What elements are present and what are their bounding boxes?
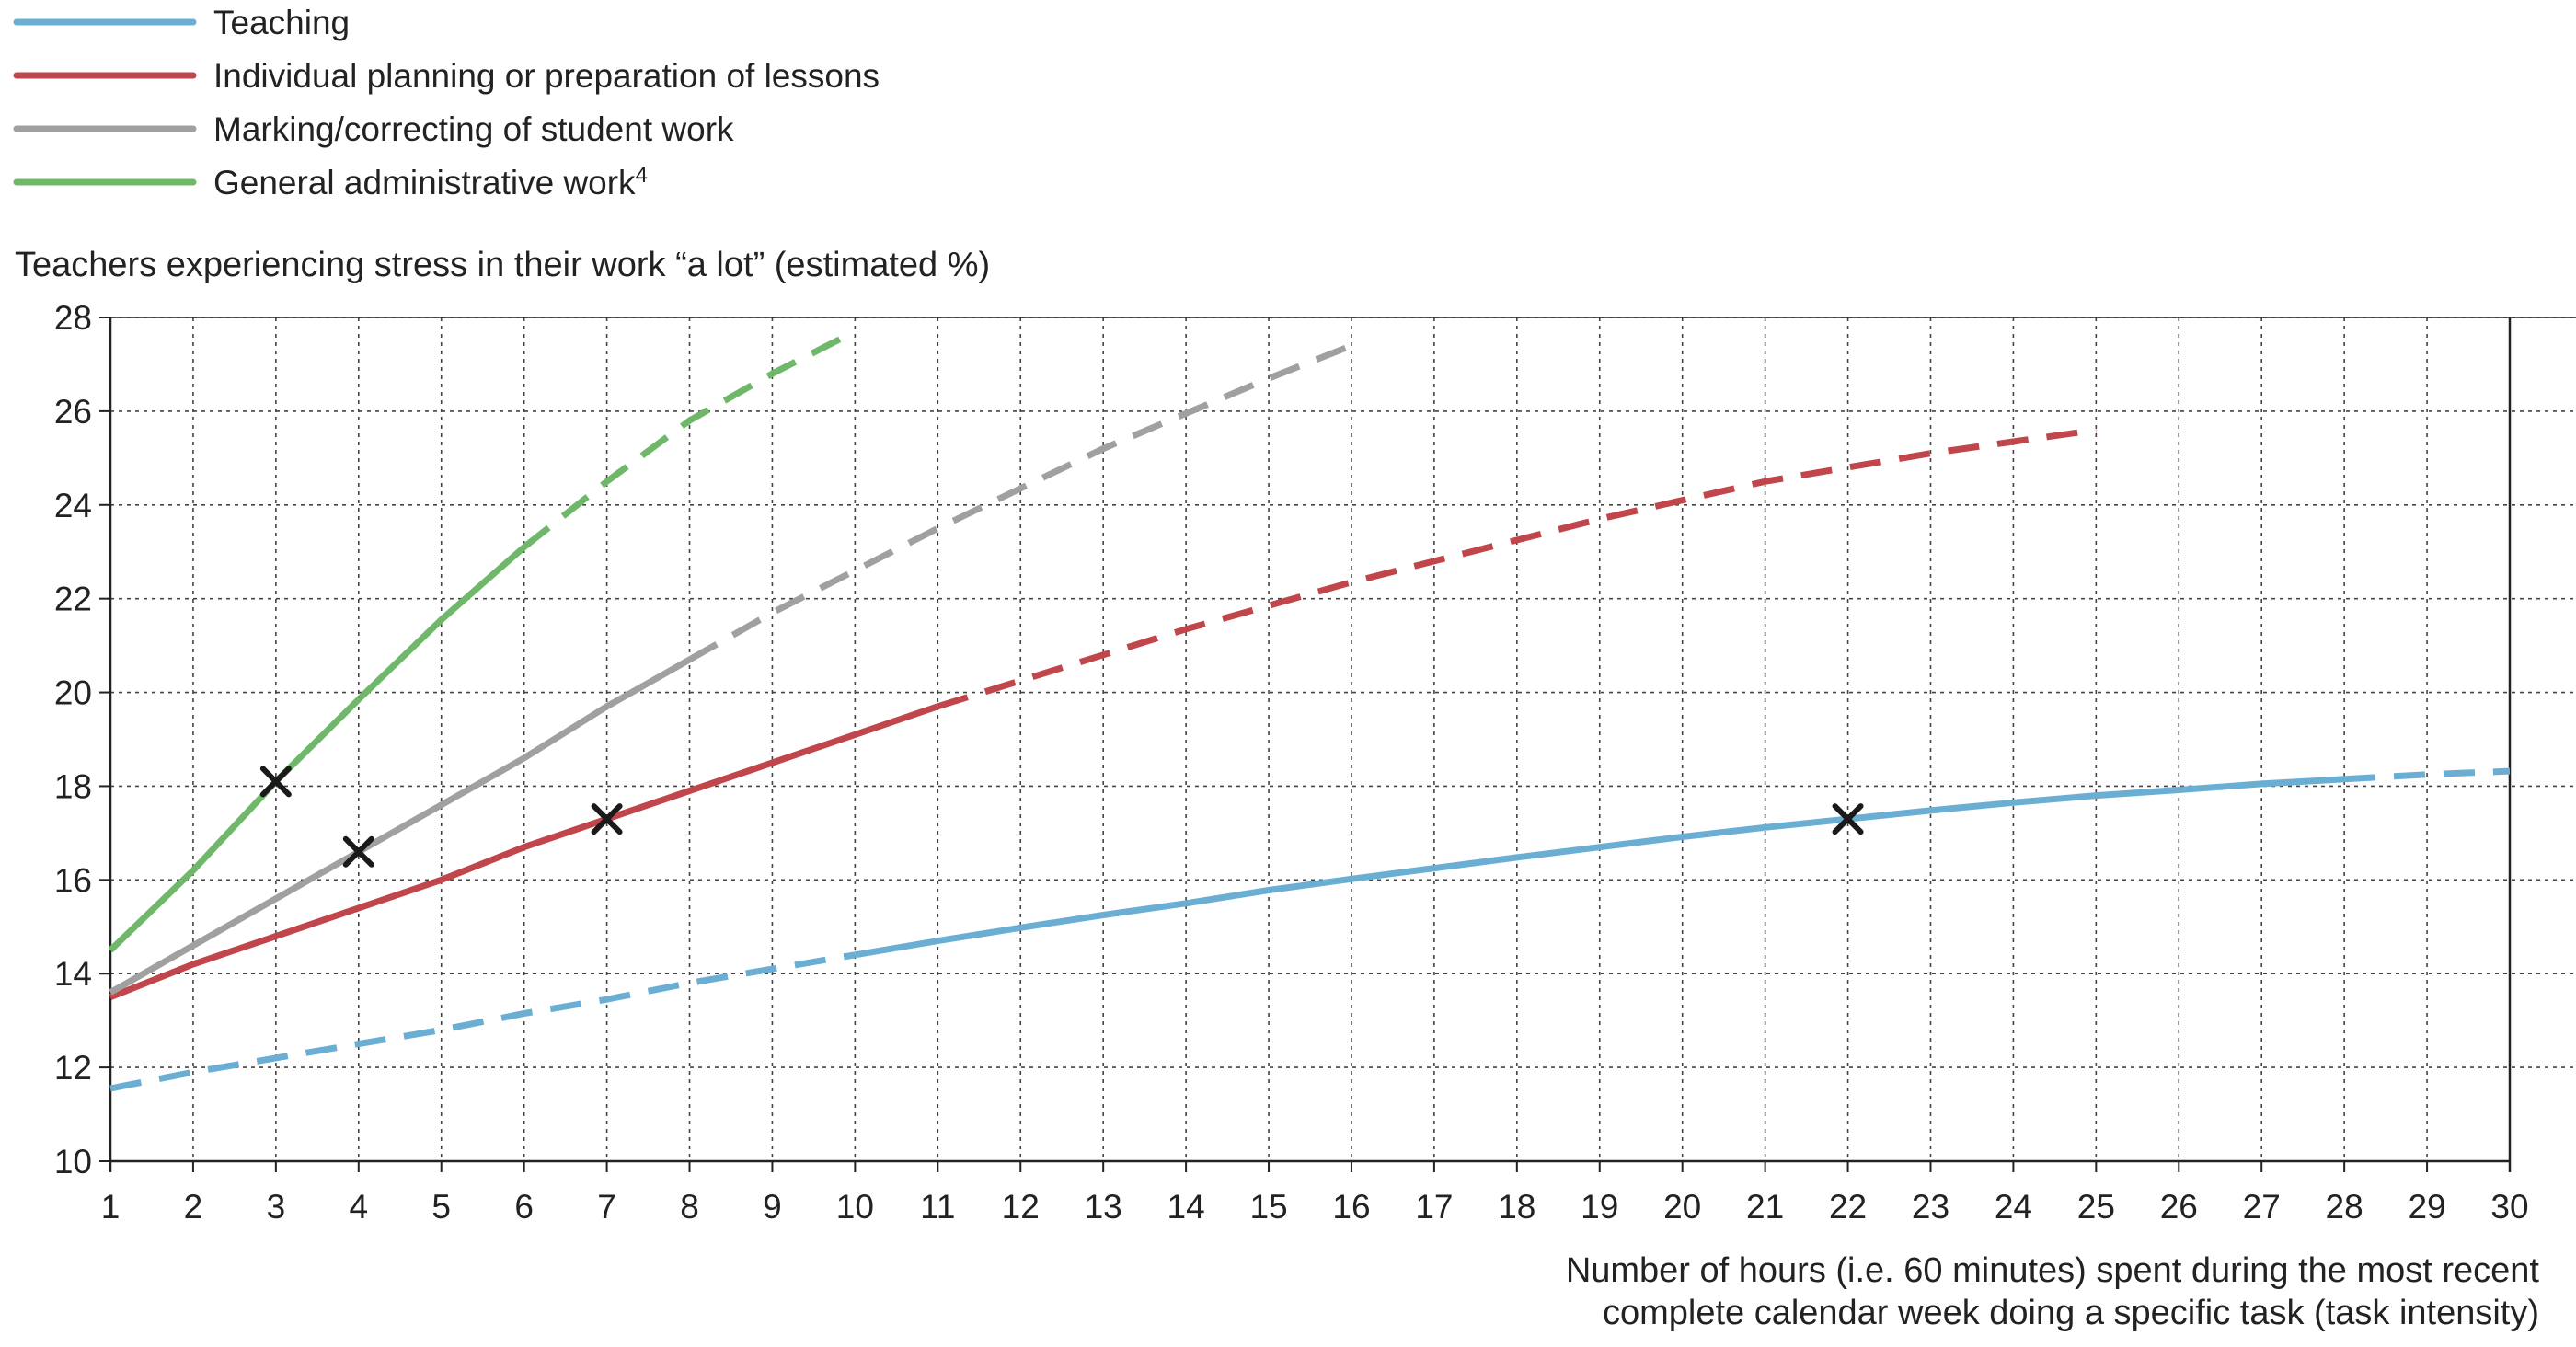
y-tick-label-16: 16	[54, 861, 92, 899]
x-tick-label-12: 12	[1002, 1188, 1040, 1226]
marker-stroke-b-3	[259, 766, 292, 798]
x-tick-label-29: 29	[2408, 1188, 2445, 1226]
axes	[99, 317, 2576, 1172]
marker-stroke-b-2	[342, 835, 374, 868]
x-tick-label-14: 14	[1167, 1188, 1205, 1226]
x-tick-label-7: 7	[597, 1188, 616, 1226]
x-tick-label-20: 20	[1663, 1188, 1701, 1226]
x-tick-label-26: 26	[2160, 1188, 2198, 1226]
x-tick-label-5: 5	[431, 1188, 451, 1226]
x-tick-label-19: 19	[1581, 1188, 1618, 1226]
series-3-dashed-end	[522, 328, 857, 550]
x-tick-label-2: 2	[184, 1188, 203, 1226]
x-tick-label-22: 22	[1829, 1188, 1867, 1226]
x-axis-label-line-0: Number of hours (i.e. 60 minutes) spent …	[1566, 1251, 2540, 1290]
y-tick-label-26: 26	[54, 393, 92, 431]
series-1	[109, 426, 2097, 1000]
marker-x-3	[259, 766, 292, 798]
y-tick-label-18: 18	[54, 767, 92, 805]
x-tick-label-28: 28	[2326, 1188, 2363, 1226]
series-0	[109, 767, 2511, 1092]
x-tick-label-9: 9	[763, 1188, 782, 1226]
legend-label-1: Individual planning or preparation of le…	[213, 57, 880, 95]
marker-x-1	[591, 803, 623, 835]
marker-x-2	[342, 835, 374, 868]
y-axis-label: Teachers experiencing stress in their wo…	[15, 246, 990, 284]
series-2	[109, 342, 1353, 996]
x-tick-label-21: 21	[1746, 1188, 1784, 1226]
x-tick-label-27: 27	[2243, 1188, 2281, 1226]
marker-stroke-b-1	[591, 803, 623, 835]
y-tick-label-20: 20	[54, 674, 92, 712]
x-tick-label-3: 3	[267, 1188, 286, 1226]
x-axis-label-line-1: complete calendar week doing a specific …	[1603, 1294, 2539, 1332]
y-tick-label-12: 12	[54, 1049, 92, 1087]
legend-label-2: Marking/correcting of student work	[213, 110, 734, 148]
marker-stroke-b-0	[1832, 803, 1864, 835]
marker-x-0	[1832, 803, 1864, 835]
x-tick-label-15: 15	[1249, 1188, 1287, 1226]
y-tick-label-14: 14	[54, 955, 92, 993]
y-tick-label-28: 28	[54, 299, 92, 337]
series-0-dashed-start	[109, 951, 856, 1092]
legend-footnote-3: 4	[636, 163, 648, 188]
x-tick-label-13: 13	[1085, 1188, 1122, 1226]
grid-lines	[110, 317, 2576, 1161]
y-tick-label-10: 10	[54, 1143, 92, 1180]
x-tick-label-1: 1	[101, 1188, 121, 1226]
y-tick-label-24: 24	[54, 487, 92, 524]
x-tick-label-18: 18	[1498, 1188, 1535, 1226]
x-tick-label-10: 10	[836, 1188, 874, 1226]
series-1-dashed-end	[937, 426, 2097, 710]
x-tick-label-8: 8	[680, 1188, 699, 1226]
x-tick-label-25: 25	[2077, 1188, 2115, 1226]
series-0-solid	[854, 776, 2345, 959]
series-1-dashed-start	[109, 984, 137, 1000]
tick-labels: 1 2 3 4 5 6 7 8 9 10 11 12 13 14 15 16 17 18 19 20 21 22 23 24 2…	[54, 299, 2529, 1226]
x-tick-label-16: 16	[1332, 1188, 1370, 1226]
series-1-solid	[133, 703, 939, 991]
legend: Teaching Individual planning or preparati…	[13, 4, 880, 202]
x-tick-label-11: 11	[920, 1188, 955, 1226]
x-tick-label-24: 24	[1995, 1188, 2032, 1226]
x-axis-label: Number of hours (i.e. 60 minutes) spent …	[1566, 1251, 2540, 1332]
legend-label-0: Teaching	[213, 4, 350, 41]
x-tick-label-30: 30	[2490, 1188, 2528, 1226]
series-layer	[108, 328, 2511, 1092]
x-tick-label-6: 6	[514, 1188, 534, 1226]
legend-label-3: General administrative work4	[213, 163, 648, 202]
series-2-dashed-end	[687, 342, 1353, 662]
series-2-solid	[109, 656, 692, 996]
x-tick-label-23: 23	[1912, 1188, 1949, 1226]
series-3-solid	[108, 544, 527, 953]
series-3	[108, 328, 857, 953]
series-0-dashed-end	[2343, 767, 2511, 783]
x-tick-label-4: 4	[350, 1188, 369, 1226]
x-tick-label-17: 17	[1415, 1188, 1453, 1226]
y-tick-label-22: 22	[54, 581, 92, 618]
markers	[259, 766, 1864, 868]
